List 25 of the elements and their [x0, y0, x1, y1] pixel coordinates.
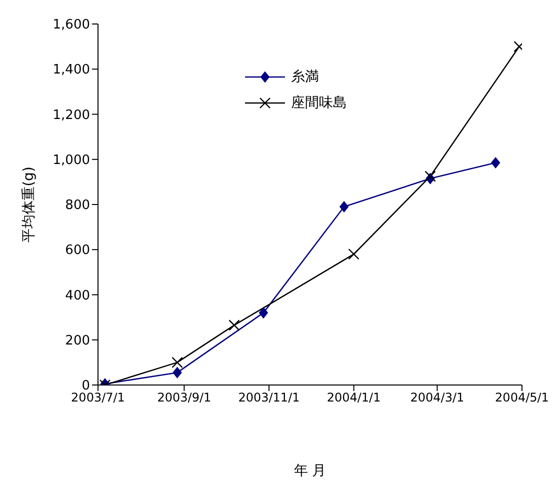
y-tick-label: 1,200 — [52, 108, 90, 123]
point — [172, 356, 183, 368]
y-tick-label: 600 — [65, 243, 90, 258]
y-axis-title: 平均体重(g) — [20, 166, 37, 242]
y-tick-label: 1,600 — [52, 18, 90, 33]
point — [424, 170, 436, 182]
y-tick-label: 1,000 — [52, 152, 90, 168]
point — [491, 157, 500, 168]
legend-label: 糸満 — [291, 68, 319, 86]
legend-label: 座間味島 — [291, 94, 347, 112]
y-tick-label: 800 — [65, 198, 90, 214]
x-tick-label: 2004/3/1 — [410, 390, 464, 405]
x-axis-title: 年 月 — [294, 462, 326, 479]
point — [348, 248, 360, 260]
x-tick-label: 2004/5/1 — [495, 390, 549, 405]
point — [258, 307, 268, 318]
y-tick-label: 400 — [65, 288, 90, 304]
x-tick-label: 2003/11/1 — [238, 390, 300, 405]
point — [172, 367, 182, 378]
point — [340, 201, 349, 212]
x-tick-label: 2003/9/1 — [157, 390, 212, 405]
point — [228, 320, 240, 331]
x-tick-label: 2004/1/1 — [326, 390, 381, 405]
y-tick-label: 1,400 — [52, 62, 90, 78]
y-tick-label: 200 — [65, 333, 90, 348]
